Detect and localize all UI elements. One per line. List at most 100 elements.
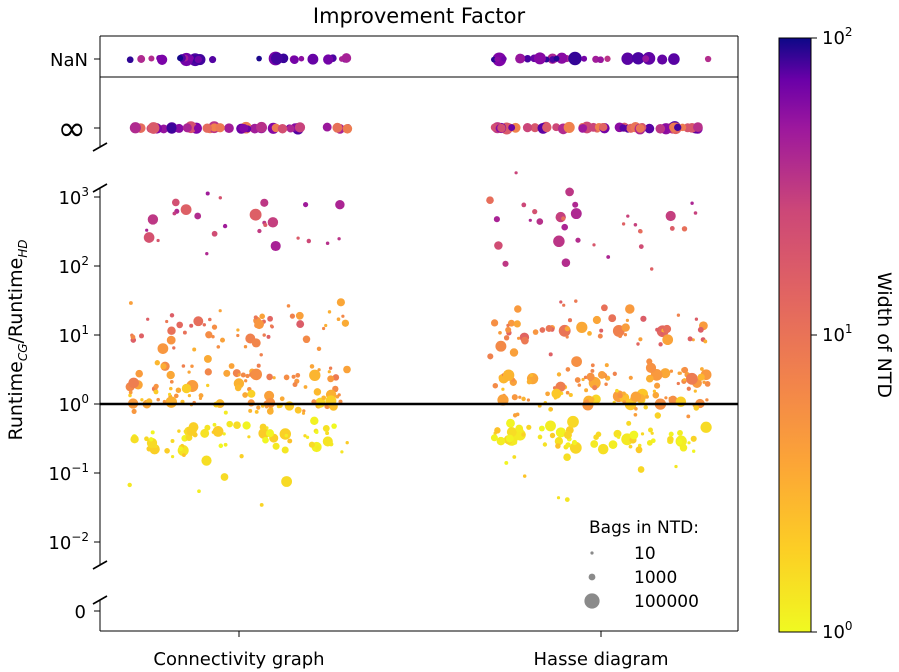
- data-point-connectivity-graph: [279, 428, 292, 440]
- data-point-hasse-diagram: [681, 366, 689, 374]
- nan-point-hasse-diagram: [642, 55, 650, 63]
- data-point-connectivity-graph: [251, 338, 261, 348]
- infinity-row-label: ∞: [58, 109, 86, 149]
- data-point-hasse-diagram: [558, 324, 571, 337]
- data-point-connectivity-graph: [343, 365, 351, 374]
- data-point-connectivity-graph: [156, 397, 160, 402]
- infinity-point-hasse-diagram: [635, 124, 645, 133]
- data-point-connectivity-graph: [193, 316, 204, 327]
- data-point-hasse-diagram: [660, 368, 671, 379]
- data-point-connectivity-graph: [292, 382, 298, 388]
- data-point-connectivity-graph: [150, 430, 155, 435]
- data-point-connectivity-graph: [269, 324, 274, 328]
- data-point-connectivity-graph: [197, 489, 201, 494]
- special-row-ticks: [94, 58, 100, 612]
- data-point-connectivity-graph: [260, 198, 269, 207]
- data-point-connectivity-graph: [248, 408, 253, 413]
- data-point-hasse-diagram: [702, 380, 706, 384]
- data-point-hasse-diagram: [584, 388, 589, 393]
- data-point-connectivity-graph: [166, 370, 175, 380]
- data-point-connectivity-graph: [200, 428, 210, 438]
- data-point-connectivity-graph: [325, 241, 330, 245]
- data-point-connectivity-graph: [233, 421, 241, 430]
- data-point-connectivity-graph: [203, 354, 212, 363]
- data-point-hasse-diagram: [693, 389, 697, 393]
- data-point-connectivity-graph: [157, 343, 169, 354]
- data-point-connectivity-graph: [223, 442, 228, 447]
- data-point-hasse-diagram: [599, 328, 604, 333]
- x-axis: Connectivity graph Hasse diagram: [153, 631, 668, 670]
- data-point-connectivity-graph: [331, 423, 337, 429]
- data-point-connectivity-graph: [338, 399, 343, 404]
- data-point-connectivity-graph: [281, 446, 289, 454]
- data-point-connectivity-graph: [332, 374, 340, 381]
- data-point-connectivity-graph: [177, 429, 181, 433]
- data-point-hasse-diagram: [645, 374, 654, 383]
- infinity-point-hasse-diagram: [644, 123, 655, 134]
- infinity-point-connectivity-graph: [239, 123, 249, 133]
- data-point-hasse-diagram: [595, 431, 602, 438]
- data-point-hasse-diagram: [625, 318, 630, 323]
- data-point-connectivity-graph: [327, 310, 332, 314]
- data-point-connectivity-graph: [309, 364, 315, 369]
- data-point-connectivity-graph: [204, 424, 211, 431]
- data-point-connectivity-graph: [166, 335, 176, 345]
- data-point-hasse-diagram: [563, 431, 572, 440]
- data-point-connectivity-graph: [309, 369, 321, 381]
- data-point-hasse-diagram: [588, 396, 595, 403]
- data-point-hasse-diagram: [545, 420, 556, 432]
- data-point-hasse-diagram: [512, 455, 517, 459]
- data-point-connectivity-graph: [178, 446, 184, 452]
- data-point-connectivity-graph: [187, 370, 191, 374]
- data-point-hasse-diagram: [490, 434, 498, 442]
- data-point-hasse-diagram: [615, 388, 619, 393]
- y-tick-base: 10: [48, 533, 71, 554]
- data-point-hasse-diagram: [665, 210, 676, 222]
- data-point-hasse-diagram: [597, 443, 609, 455]
- data-point-connectivity-graph: [206, 383, 210, 388]
- data-point-connectivity-graph: [247, 389, 256, 398]
- y-tick-base: 10: [58, 188, 81, 209]
- data-point-hasse-diagram: [507, 319, 515, 327]
- data-point-hasse-diagram: [664, 396, 668, 400]
- data-point-connectivity-graph: [256, 363, 261, 368]
- data-point-connectivity-graph: [169, 313, 175, 318]
- data-point-connectivity-graph: [313, 388, 322, 396]
- data-point-connectivity-graph: [128, 390, 133, 395]
- data-point-connectivity-graph: [243, 345, 248, 349]
- data-point-hasse-diagram: [526, 398, 531, 402]
- data-point-connectivity-graph: [183, 429, 187, 433]
- data-point-hasse-diagram: [674, 464, 678, 469]
- data-point-hasse-diagram: [586, 372, 595, 381]
- data-point-connectivity-graph: [223, 369, 231, 377]
- data-point-hasse-diagram: [539, 327, 546, 333]
- y-tick-exponent: 0: [81, 392, 89, 406]
- nan-point-connectivity-graph: [290, 55, 299, 64]
- data-point-hasse-diagram: [564, 497, 570, 502]
- infinity-point-connectivity-graph: [166, 123, 177, 134]
- data-point-connectivity-graph: [130, 435, 139, 444]
- data-point-connectivity-graph: [296, 320, 305, 329]
- data-point-connectivity-graph: [265, 429, 275, 438]
- data-point-connectivity-graph: [194, 212, 202, 220]
- y-axis-label-main: Runtime: [5, 361, 27, 440]
- data-point-connectivity-graph: [244, 379, 248, 383]
- data-point-hasse-diagram: [545, 325, 553, 332]
- infinity-point-connectivity-graph: [342, 124, 353, 134]
- data-point-hasse-diagram: [492, 382, 499, 389]
- data-point-connectivity-graph: [218, 443, 224, 449]
- data-point-connectivity-graph: [301, 411, 306, 415]
- infinity-point-hasse-diagram: [522, 122, 533, 133]
- data-point-hasse-diagram: [556, 496, 561, 500]
- colorbar-tick-label: 102: [822, 25, 853, 49]
- data-point-hasse-diagram: [569, 441, 582, 454]
- data-point-hasse-diagram: [576, 321, 588, 334]
- data-point-connectivity-graph: [128, 393, 132, 398]
- data-point-connectivity-graph: [182, 453, 186, 457]
- data-point-hasse-diagram: [669, 369, 674, 373]
- data-point-connectivity-graph: [306, 238, 312, 244]
- data-point-hasse-diagram: [618, 334, 623, 338]
- data-point-hasse-diagram: [515, 424, 524, 433]
